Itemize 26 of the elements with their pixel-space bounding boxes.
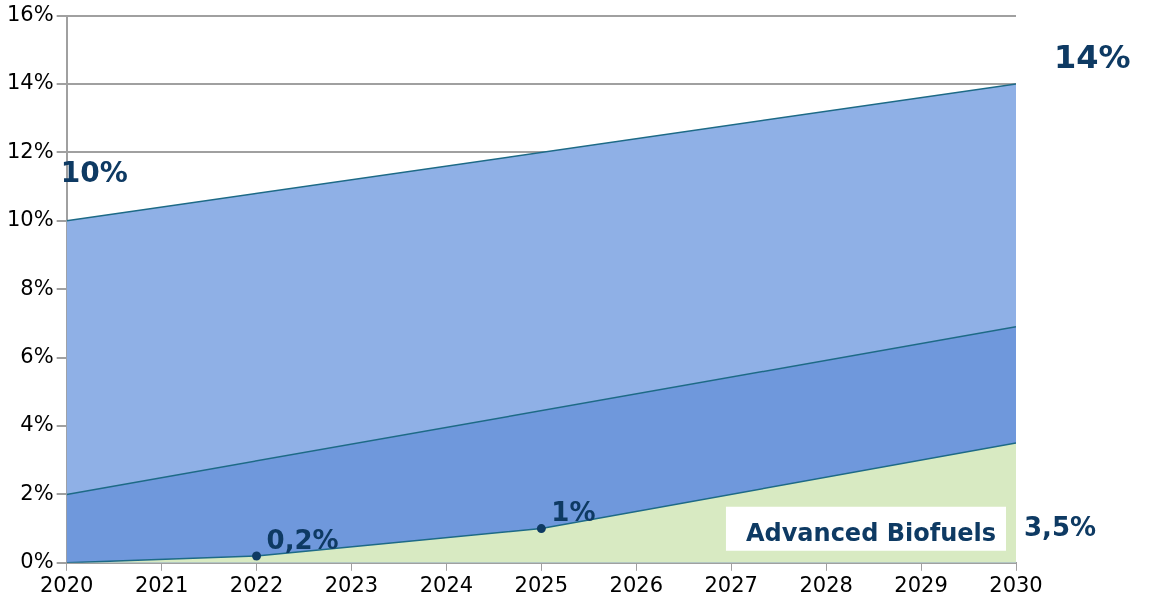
data-label: 0,2% bbox=[266, 524, 339, 555]
y-tick-label: 10% bbox=[6, 207, 54, 232]
y-tick-label: 2% bbox=[20, 480, 54, 505]
y-tick-label: 12% bbox=[6, 138, 54, 163]
x-tick-label: 2025 bbox=[514, 572, 569, 597]
y-tick-label: 0% bbox=[20, 549, 54, 574]
series-label: Advanced Biofuels bbox=[745, 519, 996, 548]
data-label: 14% bbox=[1054, 38, 1131, 77]
y-tick-label: 8% bbox=[20, 275, 54, 300]
x-tick-label: 2030 bbox=[989, 572, 1043, 597]
x-tick-label: 2026 bbox=[609, 572, 663, 597]
x-tick-label: 2029 bbox=[894, 572, 948, 597]
y-tick-label: 6% bbox=[20, 344, 54, 369]
data-label: 3,5% bbox=[1024, 511, 1097, 542]
y-tick-label: 16% bbox=[6, 2, 54, 27]
x-tick-label: 2027 bbox=[704, 572, 758, 597]
y-tick-label: 4% bbox=[20, 412, 54, 437]
x-tick-label: 2028 bbox=[799, 572, 853, 597]
x-tick-label: 2022 bbox=[229, 572, 284, 597]
x-tick-label: 2023 bbox=[324, 572, 379, 597]
data-label: 1% bbox=[551, 497, 596, 528]
x-tick-label: 2020 bbox=[39, 572, 94, 597]
y-tick-label: 14% bbox=[6, 70, 54, 95]
x-tick-label: 2024 bbox=[419, 572, 474, 597]
data-label: 10% bbox=[60, 156, 128, 190]
x-tick-label: 2021 bbox=[134, 572, 189, 597]
